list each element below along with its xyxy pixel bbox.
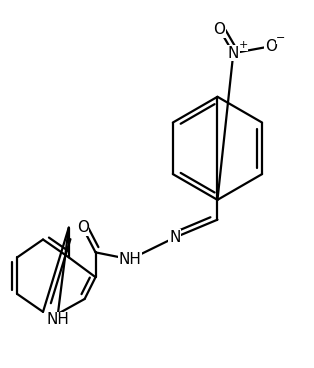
Text: NH: NH [119,252,142,267]
Text: O: O [77,220,89,235]
Text: NH: NH [46,312,69,327]
Text: +: + [239,40,248,50]
Text: N: N [169,230,181,245]
Text: N: N [228,46,239,61]
Text: −: − [276,33,285,43]
Text: O: O [214,22,225,37]
Text: O: O [265,39,277,54]
